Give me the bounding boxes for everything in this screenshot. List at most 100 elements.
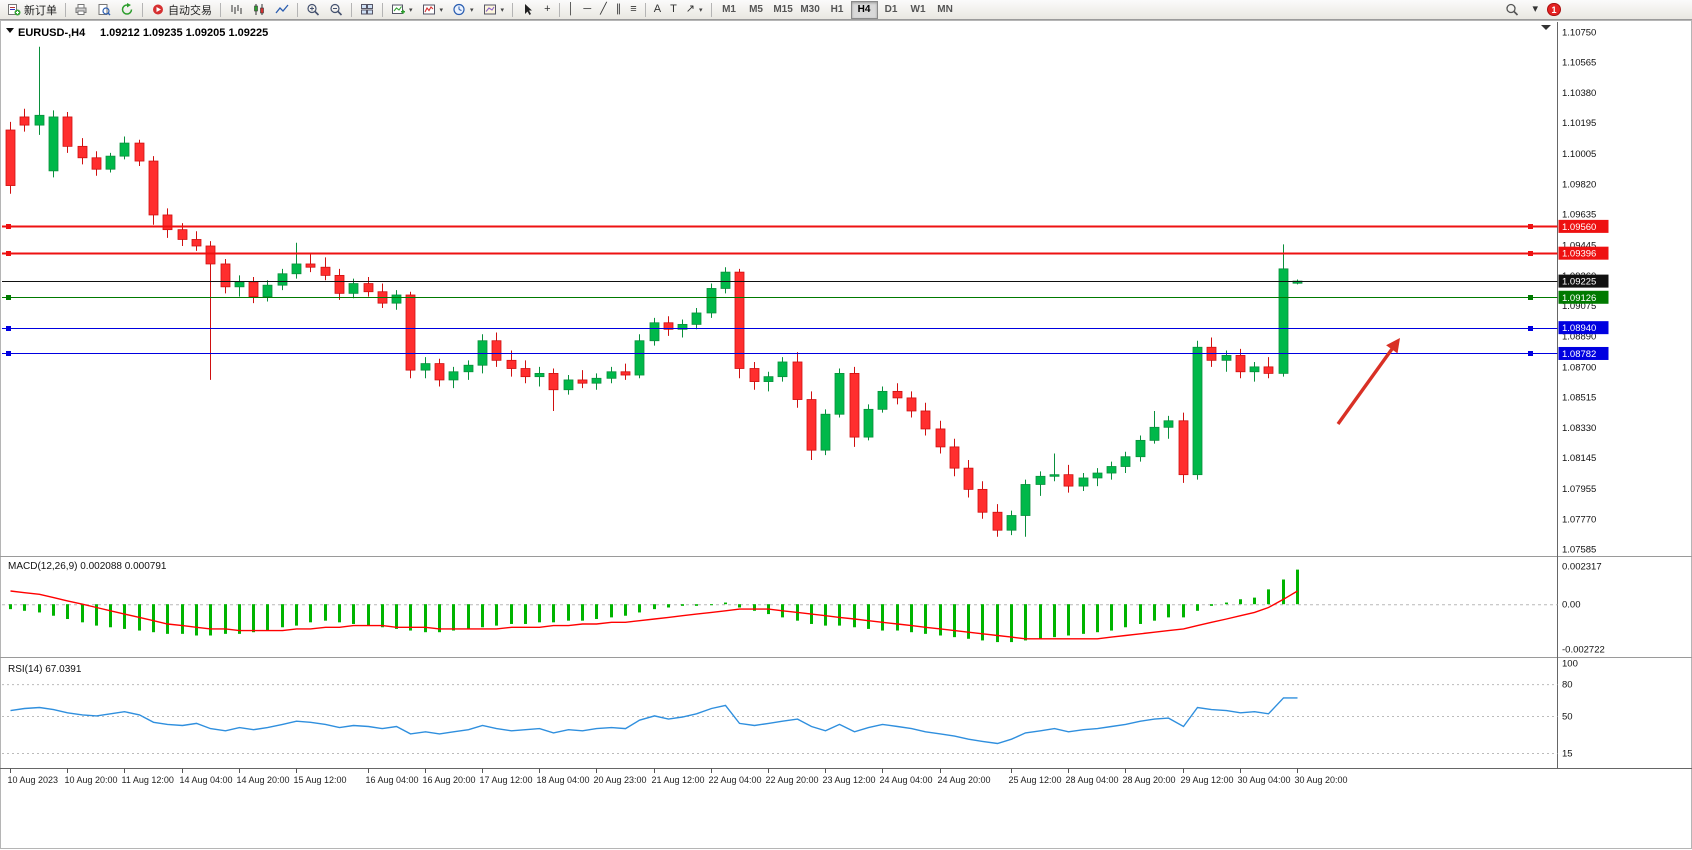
timeframe-m5-button[interactable]: M5: [743, 1, 770, 19]
macd-bar: [524, 604, 527, 624]
line-handle[interactable]: [1528, 224, 1533, 229]
macd-bar: [481, 604, 484, 628]
line-handle[interactable]: [1528, 326, 1533, 331]
trendline-button[interactable]: ╱: [596, 1, 611, 19]
macd-pane[interactable]: 0.002317 0.00 -0.002722: [2, 562, 1605, 656]
line-handle[interactable]: [6, 251, 11, 256]
fibonacci-button[interactable]: ≡: [626, 1, 640, 19]
candle: [405, 291, 416, 379]
arrows-button[interactable]: ↗ ▾: [682, 1, 707, 19]
candle: [963, 459, 974, 498]
candle: [949, 438, 960, 477]
tile-windows-button[interactable]: [356, 1, 378, 19]
print-button[interactable]: [70, 1, 92, 19]
refresh-button[interactable]: [116, 1, 138, 19]
rsi-pane[interactable]: 100 80 50 15: [2, 659, 1578, 760]
price-tick-label: 1.09075: [1562, 301, 1596, 312]
macd-scale-label: -0.002722: [1562, 645, 1605, 656]
macd-bar: [881, 604, 884, 631]
line-handle[interactable]: [6, 295, 11, 300]
timeframe-m30-button[interactable]: M30: [797, 1, 824, 19]
price-tick-label: 1.08700: [1562, 362, 1596, 373]
horizontal-line-button[interactable]: ─: [579, 1, 595, 19]
candle: [1078, 473, 1089, 492]
arrow-annotation[interactable]: [1336, 338, 1400, 425]
price-tick-label: 1.09445: [1562, 241, 1596, 252]
timeframe-mn-button[interactable]: MN: [932, 1, 959, 19]
candle: [591, 373, 602, 390]
line-handle[interactable]: [1528, 295, 1533, 300]
channel-button[interactable]: ∥: [612, 1, 626, 19]
macd-bar: [838, 604, 841, 626]
candle: [19, 108, 30, 132]
text-button[interactable]: A: [650, 1, 665, 19]
zoom-out-button[interactable]: [325, 1, 347, 19]
period-button[interactable]: ▾: [448, 1, 478, 19]
line-chart-button[interactable]: [271, 1, 293, 19]
candle: [649, 317, 660, 346]
scale-lock-icon[interactable]: [1541, 25, 1551, 30]
timeframe-w1-button[interactable]: W1: [905, 1, 932, 19]
candle: [820, 409, 831, 456]
line-handle[interactable]: [6, 224, 11, 229]
line-handle[interactable]: [6, 326, 11, 331]
toolbar-separator: [512, 2, 514, 17]
macd-bar: [1024, 604, 1027, 641]
price-label-text: 1.08782: [1562, 349, 1596, 360]
time-axis[interactable]: 10 Aug 2023 10 Aug 20:00 11 Aug 12:00 14 Au…: [8, 768, 1348, 786]
new-chart-button[interactable]: ▾: [387, 1, 417, 19]
zoom-in-button[interactable]: [302, 1, 324, 19]
chart-canvas[interactable]: EURUSD-,H4 1.09212 1.09235 1.09205 1.092…: [0, 20, 1692, 850]
bar-chart-button[interactable]: [225, 1, 247, 19]
macd-bar: [710, 604, 713, 606]
candlestick-chart-button[interactable]: [248, 1, 270, 19]
indicators-button[interactable]: ▾: [418, 1, 448, 19]
rsi-level-label: 15: [1562, 749, 1573, 760]
candlestick-series[interactable]: [5, 46, 1303, 537]
timeframe-d1-button[interactable]: D1: [878, 1, 905, 19]
preview-button[interactable]: [93, 1, 115, 19]
line-handle[interactable]: [1528, 351, 1533, 356]
timeframe-h1-button[interactable]: H1: [824, 1, 851, 19]
toolbar-separator: [710, 2, 712, 17]
macd-bar: [181, 604, 184, 634]
timeframe-h4-button[interactable]: H4: [850, 0, 878, 19]
notification-badge[interactable]: 1: [1547, 3, 1561, 16]
cursor-button[interactable]: [517, 1, 539, 19]
line-handle[interactable]: [6, 351, 11, 356]
price-tick-label: 1.10195: [1562, 118, 1596, 129]
search-button[interactable]: [1501, 1, 1523, 19]
candle: [520, 360, 531, 384]
candle: [877, 386, 888, 413]
symbol-dropdown-icon[interactable]: [6, 28, 14, 33]
candle: [563, 375, 574, 395]
vertical-line-button[interactable]: │: [564, 1, 579, 19]
dropdown-caret-icon: ▾: [699, 6, 703, 14]
macd-bar: [123, 604, 126, 629]
macd-bar: [552, 604, 555, 623]
macd-bar: [1053, 604, 1056, 638]
templates-button[interactable]: ▾: [479, 1, 509, 19]
macd-label: MACD(12,26,9) 0.002088 0.000791: [8, 561, 167, 572]
macd-bar: [996, 604, 999, 643]
candle: [749, 361, 760, 390]
timeframe-m1-button[interactable]: M1: [716, 1, 743, 19]
macd-bar: [953, 604, 956, 638]
time-tick-label: 14 Aug 20:00: [237, 775, 290, 785]
macd-bar: [667, 604, 670, 608]
macd-bar: [238, 604, 241, 634]
timeframe-m15-button[interactable]: M15: [770, 1, 797, 19]
time-tick-label: 14 Aug 04:00: [180, 775, 233, 785]
crosshair-button[interactable]: +: [540, 1, 554, 19]
macd-bar: [424, 604, 427, 633]
macd-bar: [1225, 602, 1228, 605]
macd-bar: [1253, 597, 1256, 605]
time-tick-label: 28 Aug 20:00: [1123, 775, 1176, 785]
line-handle[interactable]: [1528, 251, 1533, 256]
new-order-button[interactable]: 新订单: [3, 1, 61, 19]
autotrade-button[interactable]: 自动交易: [147, 1, 216, 19]
quick-jump-button[interactable]: ▾: [1528, 1, 1542, 19]
chart-ohlc: 1.09212 1.09235 1.09205 1.09225: [100, 27, 268, 39]
macd-bar: [152, 604, 155, 633]
text-label-button[interactable]: T: [666, 1, 681, 19]
